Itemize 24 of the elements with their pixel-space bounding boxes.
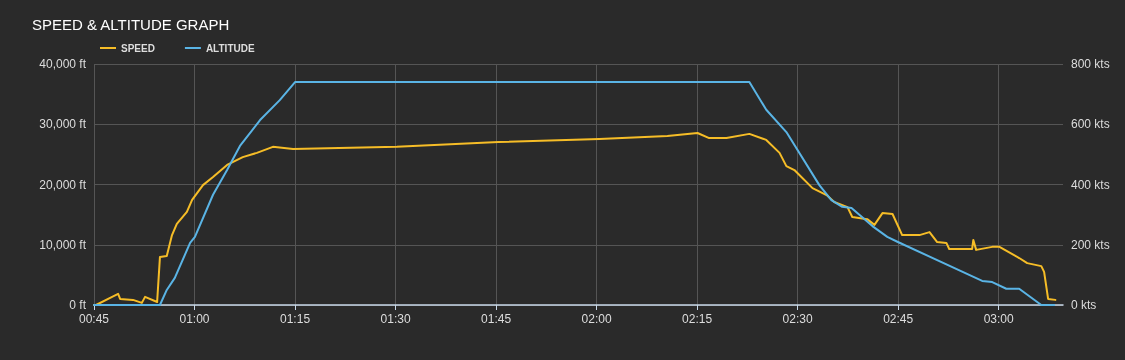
- y-tick-label: 10,000 ft: [39, 237, 87, 252]
- y-tick-label: 0 ft: [69, 298, 87, 312]
- y2-tick-label: 400 kts: [1071, 177, 1110, 192]
- x-tick-label: 01:00: [179, 312, 210, 326]
- x-tick-label: 00:45: [78, 312, 110, 326]
- y2-tick-label: 800 kts: [1071, 57, 1110, 71]
- x-tick-label: 01:45: [481, 312, 512, 326]
- legend-label: ALTITUDE: [205, 42, 255, 54]
- x-tick-label: 03:00: [983, 312, 1015, 326]
- y2-tick-label: 0 kts: [1071, 298, 1097, 312]
- y2-tick-label: 200 kts: [1071, 237, 1110, 252]
- x-tick-label: 02:15: [682, 312, 713, 326]
- line-series: [93, 81, 1056, 306]
- x-tick-label: 01:15: [280, 312, 311, 326]
- x-tick-label: 01:30: [380, 312, 411, 326]
- y-tick-label: 20,000 ft: [39, 177, 87, 192]
- x-tick-label: 02:00: [581, 312, 612, 326]
- x-tick-label: 02:30: [782, 312, 813, 326]
- y-tick-label: 40,000 ft: [39, 57, 87, 71]
- chart-title: SPEED & ALTITUDE GRAPH: [32, 16, 230, 33]
- legend-label: SPEED: [121, 42, 155, 54]
- x-tick-label: 02:45: [883, 312, 914, 326]
- y-tick-label: 30,000 ft: [39, 117, 87, 132]
- y2-tick-label: 600 kts: [1071, 117, 1110, 132]
